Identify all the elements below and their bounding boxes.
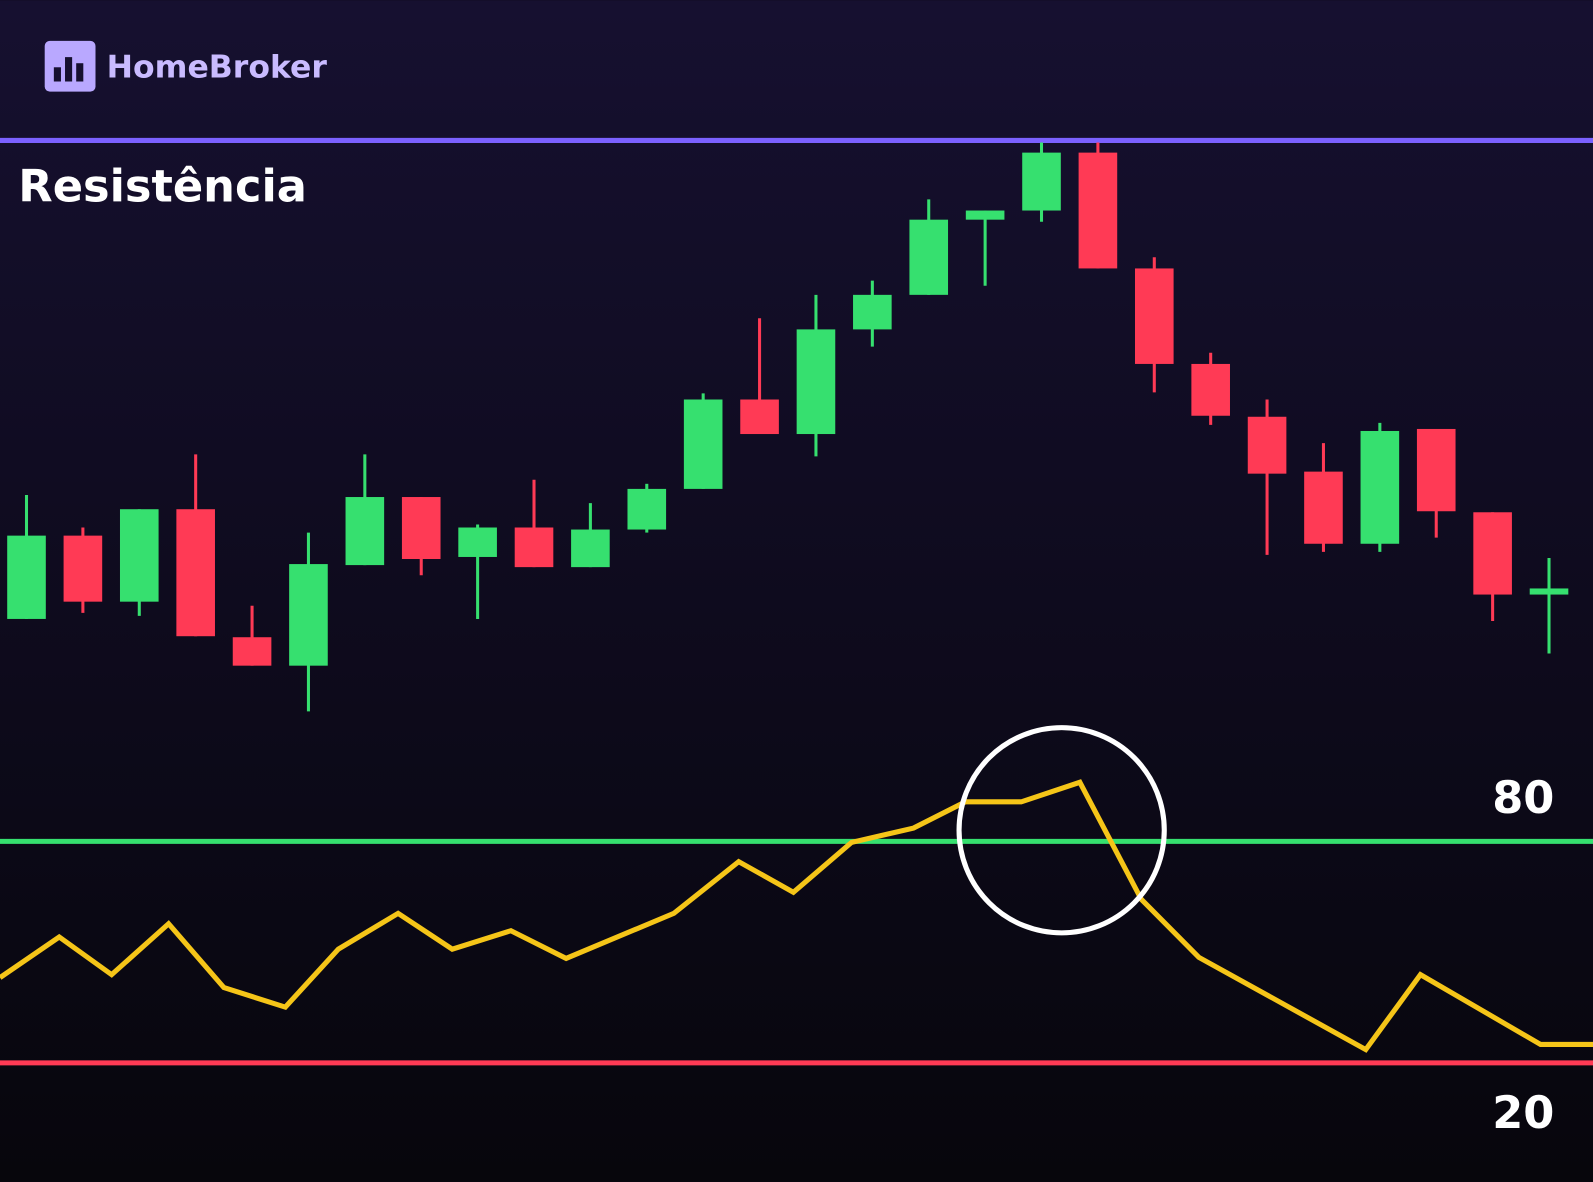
candle-body	[289, 564, 328, 666]
candle-body	[458, 527, 497, 557]
oscillator-line	[0, 779, 1593, 1053]
candle-body	[1473, 512, 1512, 595]
level-label: 20	[1492, 1087, 1554, 1139]
candle-body	[1022, 152, 1061, 211]
candle-body	[119, 509, 159, 602]
highlight-circle	[956, 725, 1167, 936]
level-label: 80	[1492, 772, 1554, 824]
annotation: Resistência	[18, 160, 307, 212]
candle-body	[1191, 363, 1230, 416]
candle-body	[514, 527, 554, 568]
candle-body	[232, 637, 272, 666]
candle-body	[571, 529, 610, 568]
candle-body	[853, 294, 892, 330]
brand: HomeBroker	[107, 49, 328, 85]
candle-body	[7, 535, 46, 619]
candle-body	[345, 497, 385, 566]
candle-body	[627, 488, 667, 530]
candle-body	[796, 329, 836, 435]
candle-body	[909, 219, 949, 295]
candle-body	[965, 210, 1005, 220]
candle-body	[63, 535, 103, 602]
candle-body	[176, 509, 215, 637]
candle-body	[1529, 588, 1569, 595]
candle-body	[1416, 428, 1456, 512]
logo	[44, 40, 96, 92]
candle-body	[401, 497, 441, 559]
candle-body	[1247, 416, 1287, 474]
candle-body	[1078, 152, 1118, 269]
candle-body	[1360, 430, 1400, 544]
candle-body	[740, 399, 779, 435]
candle-body	[683, 399, 723, 489]
candle-body	[1304, 471, 1343, 544]
candle-body	[1134, 268, 1174, 364]
